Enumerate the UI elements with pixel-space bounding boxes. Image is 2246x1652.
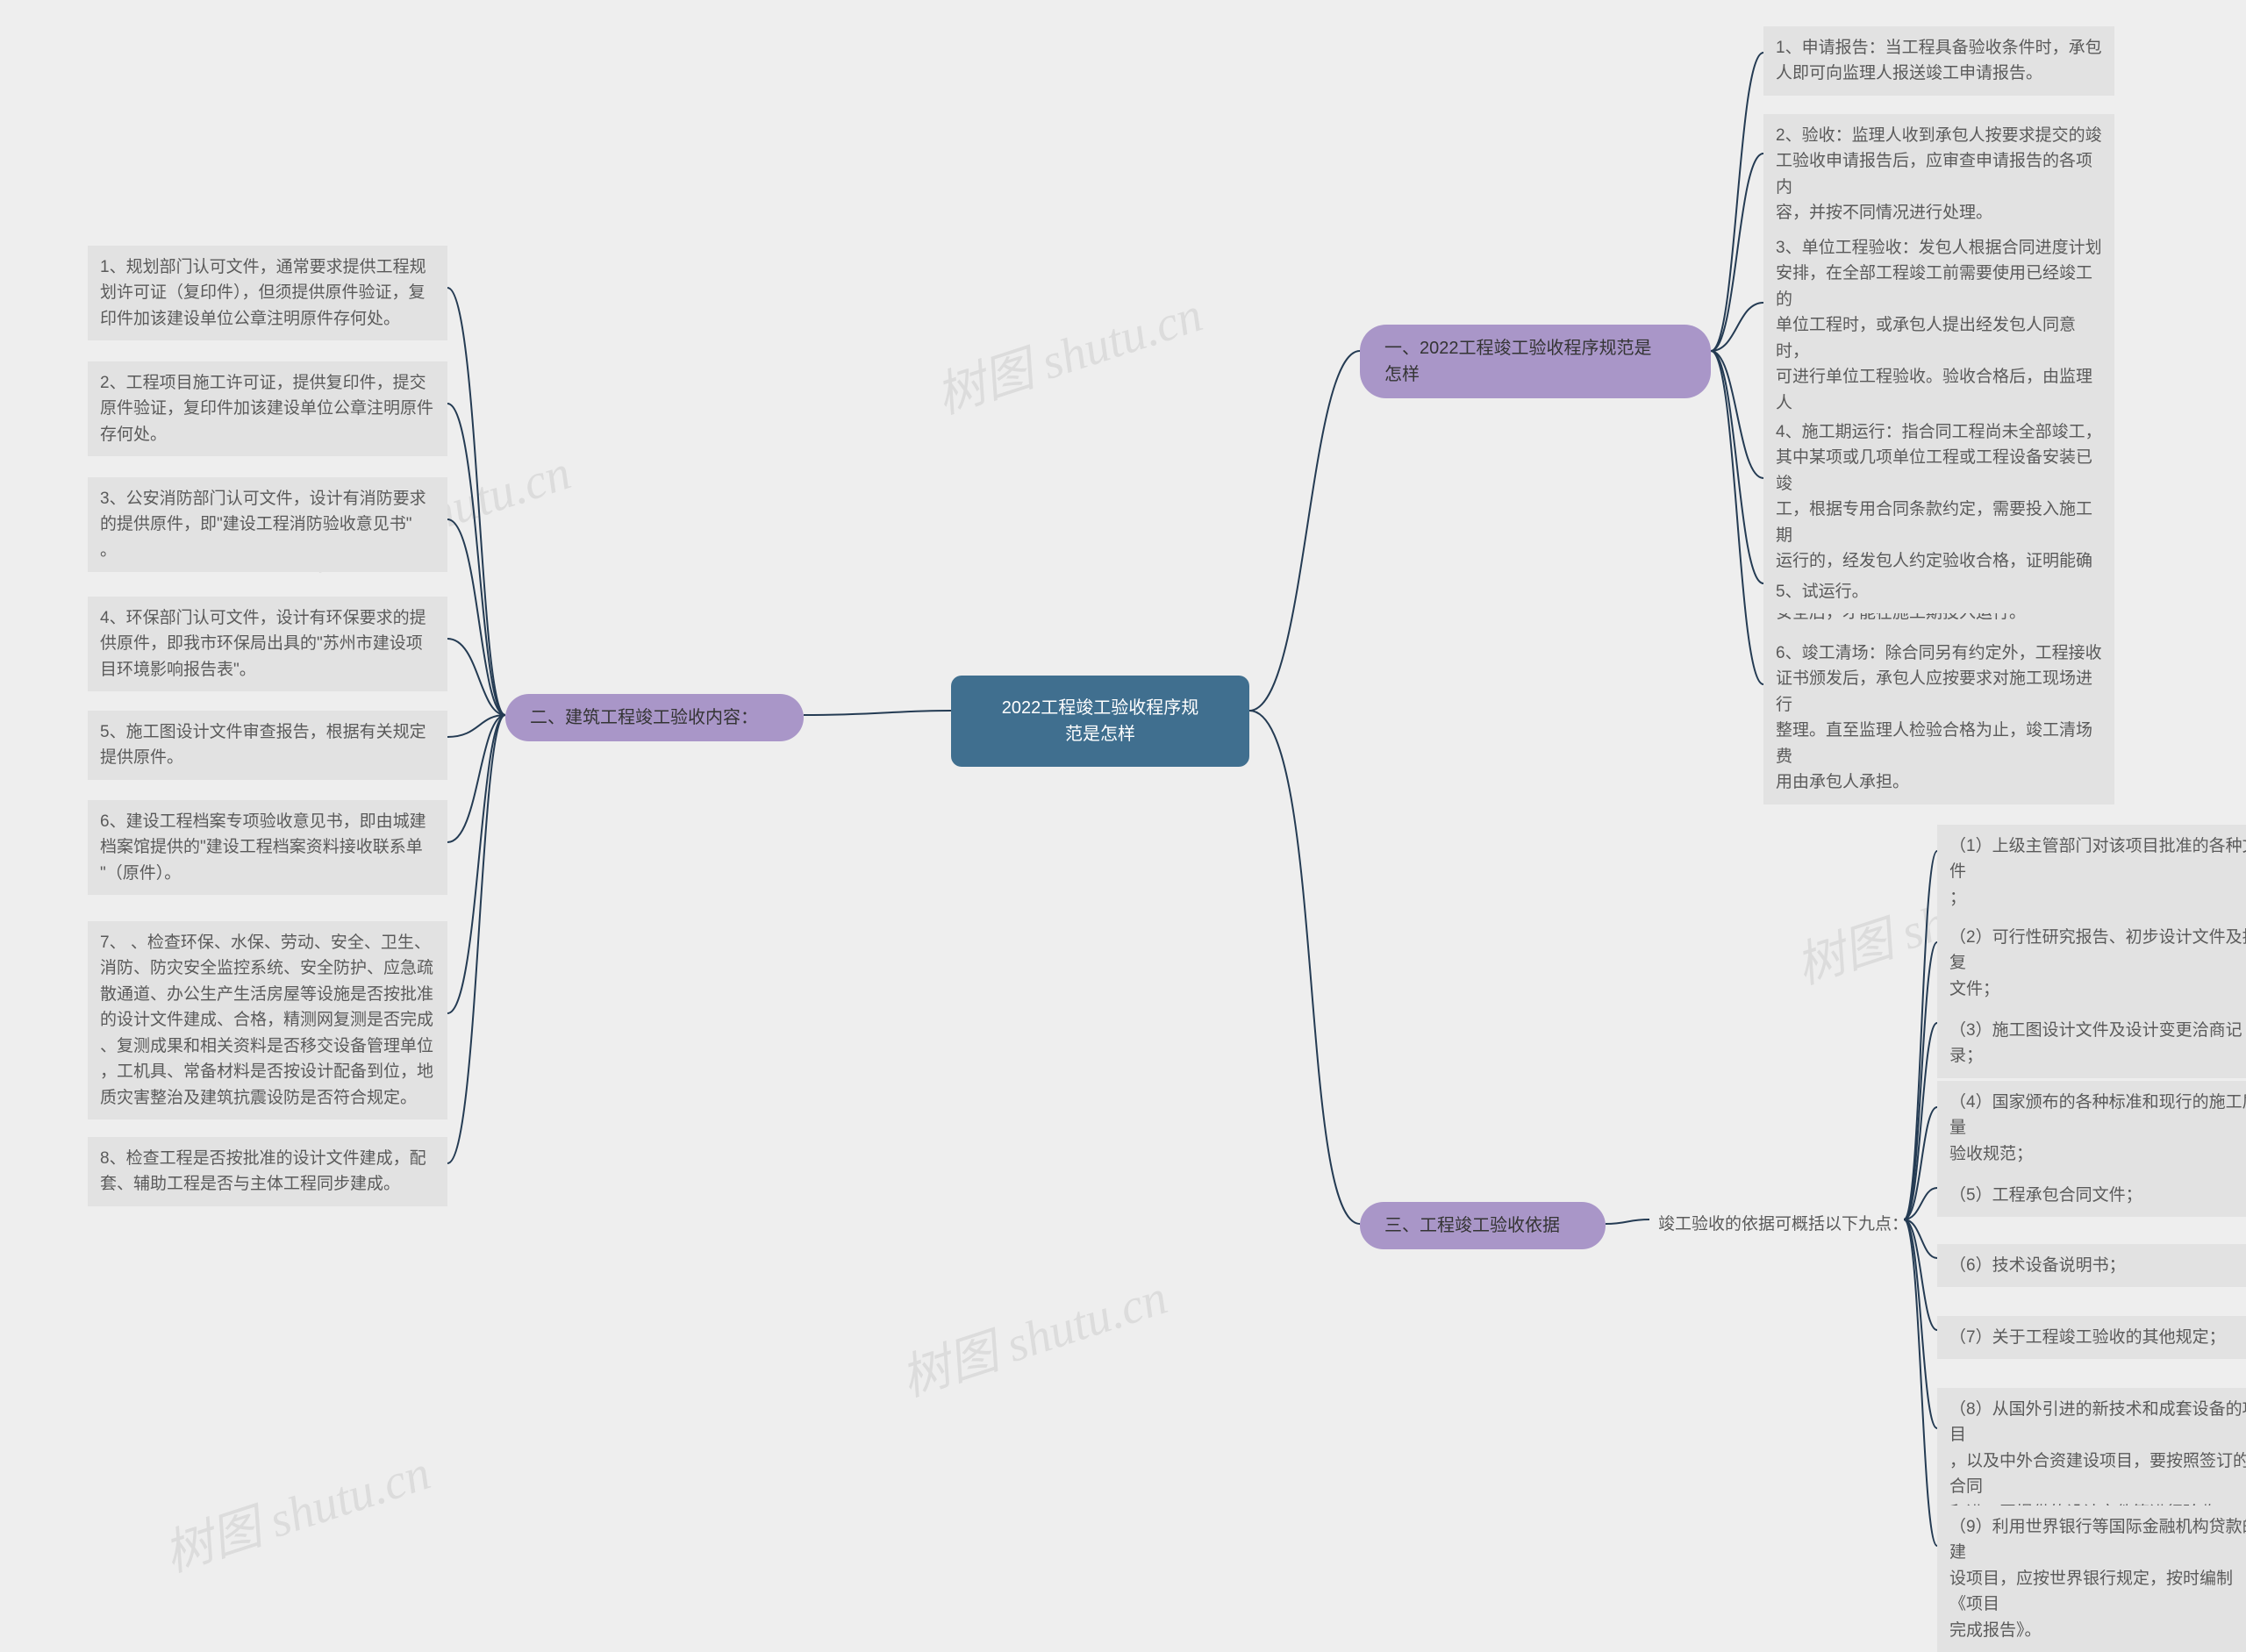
leaf-b2-7[interactable]: 7、 、检查环保、水保、劳动、安全、卫生、消防、防灾安全监控系统、安全防护、应急… [88,921,447,1119]
leaf-b1-2[interactable]: 2、验收：监理人收到承包人按要求提交的竣工验收申请报告后，应审查申请报告的各项内… [1763,114,2114,235]
leaf-b2-4[interactable]: 4、环保部门认可文件，设计有环保要求的提供原件，即我市环保局出具的"苏州市建设项… [88,597,447,691]
leaf-b3-6[interactable]: （6）技术设备说明书； [1937,1244,2246,1287]
leaf-b3-3[interactable]: （3）施工图设计文件及设计变更洽商记录； [1937,1009,2246,1078]
branch-2[interactable]: 二、建筑工程竣工验收内容： [505,694,804,741]
leaf-b3-4[interactable]: （4）国家颁布的各种标准和现行的施工质量验收规范； [1937,1081,2246,1176]
leaf-b2-8[interactable]: 8、检查工程是否按批准的设计文件建成，配套、辅助工程是否与主体工程同步建成。 [88,1137,447,1206]
watermark: 树图 shutu.cn [891,1257,1175,1410]
leaf-b3-9[interactable]: （9）利用世界银行等国际金融机构贷款的建设项目，应按世界银行规定，按时编制《项目… [1937,1505,2246,1652]
leaf-b3-2[interactable]: （2）可行性研究报告、初步设计文件及批复文件； [1937,916,2246,1011]
leaf-b1-1[interactable]: 1、申请报告：当工程具备验收条件时，承包人即可向监理人报送竣工申请报告。 [1763,26,2114,96]
leaf-b2-1[interactable]: 1、规划部门认可文件，通常要求提供工程规划许可证（复印件），但须提供原件验证，复… [88,246,447,340]
watermark: 树图 shutu.cn [154,1433,438,1585]
leaf-b3-5[interactable]: （5）工程承包合同文件； [1937,1174,2246,1217]
leaf-b2-3[interactable]: 3、公安消防部门认可文件，设计有消防要求的提供原件，即"建设工程消防验收意见书"… [88,477,447,572]
leaf-b1-5[interactable]: 5、试运行。 [1763,570,2114,613]
sub-b3[interactable]: 竣工验收的依据可概括以下九点： [1649,1207,1917,1243]
leaf-b1-6[interactable]: 6、竣工清场：除合同另有约定外，工程接收证书颁发后，承包人应按要求对施工现场进行… [1763,632,2114,805]
leaf-b2-5[interactable]: 5、施工图设计文件审查报告，根据有关规定提供原件。 [88,711,447,780]
root-node[interactable]: 2022工程竣工验收程序规范是怎样 [951,676,1249,767]
leaf-b3-7[interactable]: （7）关于工程竣工验收的其他规定； [1937,1316,2246,1359]
branch-1[interactable]: 一、2022工程竣工验收程序规范是怎样 [1360,325,1711,398]
leaf-b2-2[interactable]: 2、工程项目施工许可证，提供复印件，提交原件验证，复印件加该建设单位公章注明原件… [88,361,447,456]
leaf-b3-1[interactable]: （1）上级主管部门对该项目批准的各种文件； [1937,825,2246,919]
mindmap-canvas: 树图 shutu.cn 树图 shutu.cn 树图 shutu.cn 树图 s… [0,0,2246,1649]
branch-3[interactable]: 三、工程竣工验收依据 [1360,1202,1606,1249]
watermark: 树图 shutu.cn [926,275,1210,427]
leaf-b2-6[interactable]: 6、建设工程档案专项验收意见书，即由城建档案馆提供的"建设工程档案资料接收联系单… [88,800,447,895]
